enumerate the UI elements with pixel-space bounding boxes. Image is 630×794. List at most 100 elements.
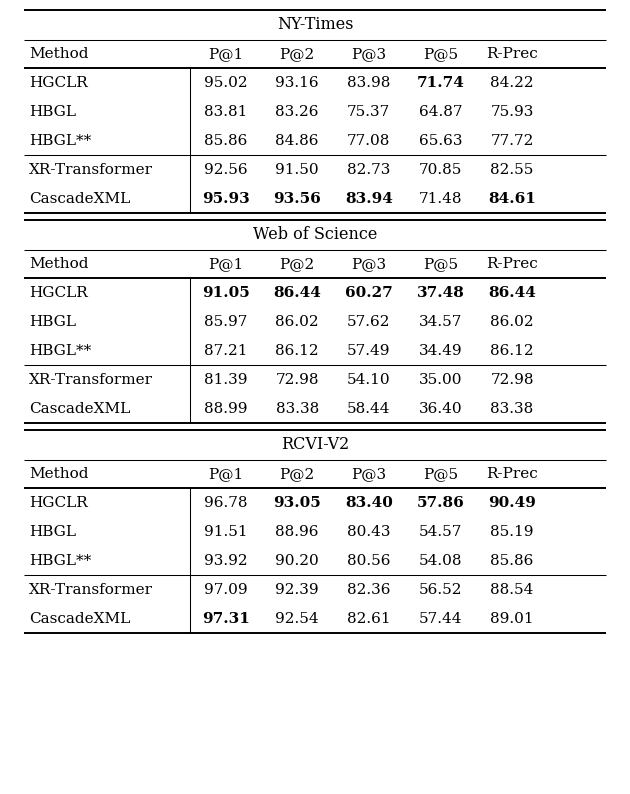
Text: 92.39: 92.39 (275, 583, 319, 597)
Text: 86.44: 86.44 (273, 286, 321, 300)
Text: 72.98: 72.98 (275, 372, 319, 387)
Text: 71.48: 71.48 (419, 191, 462, 206)
Text: NY-Times: NY-Times (277, 16, 353, 33)
Text: 89.01: 89.01 (490, 611, 534, 626)
Text: 36.40: 36.40 (418, 402, 462, 416)
Text: 84.61: 84.61 (488, 191, 536, 206)
Text: 75.93: 75.93 (490, 105, 534, 119)
Text: 58.44: 58.44 (347, 402, 391, 416)
Text: P@3: P@3 (352, 257, 386, 271)
Text: HBGL**: HBGL** (29, 133, 91, 148)
Text: P@2: P@2 (280, 257, 315, 271)
Text: 57.49: 57.49 (347, 344, 391, 358)
Text: HBGL: HBGL (29, 314, 76, 329)
Text: P@5: P@5 (423, 467, 458, 481)
Text: 97.31: 97.31 (202, 611, 249, 626)
Text: 83.40: 83.40 (345, 495, 392, 510)
Text: 83.98: 83.98 (347, 75, 391, 90)
Text: 90.49: 90.49 (488, 495, 536, 510)
Text: 85.19: 85.19 (490, 525, 534, 539)
Text: CascadeXML: CascadeXML (29, 611, 130, 626)
Text: XR-Transformer: XR-Transformer (29, 583, 153, 597)
Text: 56.52: 56.52 (419, 583, 462, 597)
Text: 86.44: 86.44 (488, 286, 536, 300)
Text: P@5: P@5 (423, 47, 458, 61)
Text: 83.38: 83.38 (490, 402, 534, 416)
Text: 85.86: 85.86 (204, 133, 248, 148)
Text: 83.26: 83.26 (275, 105, 319, 119)
Text: 85.86: 85.86 (490, 553, 534, 568)
Text: 77.08: 77.08 (347, 133, 391, 148)
Text: R-Prec: R-Prec (486, 467, 538, 481)
Text: 93.05: 93.05 (273, 495, 321, 510)
Text: HGCLR: HGCLR (29, 75, 88, 90)
Text: Method: Method (29, 467, 88, 481)
Text: P@2: P@2 (280, 47, 315, 61)
Text: 82.73: 82.73 (347, 163, 391, 177)
Text: HBGL: HBGL (29, 525, 76, 539)
Text: 86.12: 86.12 (275, 344, 319, 358)
Text: 64.87: 64.87 (419, 105, 462, 119)
Text: 71.74: 71.74 (416, 75, 464, 90)
Text: P@5: P@5 (423, 257, 458, 271)
Text: 93.16: 93.16 (275, 75, 319, 90)
Text: HBGL: HBGL (29, 105, 76, 119)
Text: 83.94: 83.94 (345, 191, 392, 206)
Text: Web of Science: Web of Science (253, 226, 377, 243)
Text: 82.36: 82.36 (347, 583, 391, 597)
Text: XR-Transformer: XR-Transformer (29, 372, 153, 387)
Text: 88.99: 88.99 (204, 402, 248, 416)
Text: 57.62: 57.62 (347, 314, 391, 329)
Text: P@1: P@1 (208, 467, 243, 481)
Text: 86.02: 86.02 (275, 314, 319, 329)
Text: 97.09: 97.09 (204, 583, 248, 597)
Text: 91.05: 91.05 (202, 286, 249, 300)
Text: 70.85: 70.85 (419, 163, 462, 177)
Text: 85.97: 85.97 (204, 314, 248, 329)
Text: 57.86: 57.86 (416, 495, 464, 510)
Text: 54.10: 54.10 (347, 372, 391, 387)
Text: 72.98: 72.98 (490, 372, 534, 387)
Text: 86.12: 86.12 (490, 344, 534, 358)
Text: 93.56: 93.56 (273, 191, 321, 206)
Text: P@1: P@1 (208, 257, 243, 271)
Text: 75.37: 75.37 (347, 105, 391, 119)
Text: R-Prec: R-Prec (486, 257, 538, 271)
Text: 82.61: 82.61 (347, 611, 391, 626)
Text: RCVI-V2: RCVI-V2 (281, 436, 349, 453)
Text: 65.63: 65.63 (419, 133, 462, 148)
Text: 77.72: 77.72 (490, 133, 534, 148)
Text: 86.02: 86.02 (490, 314, 534, 329)
Text: 54.08: 54.08 (419, 553, 462, 568)
Text: 95.93: 95.93 (202, 191, 249, 206)
Text: P@1: P@1 (208, 47, 243, 61)
Text: 87.21: 87.21 (204, 344, 248, 358)
Text: 82.55: 82.55 (490, 163, 534, 177)
Text: P@2: P@2 (280, 467, 315, 481)
Text: 93.92: 93.92 (204, 553, 248, 568)
Text: Method: Method (29, 257, 88, 271)
Text: 80.56: 80.56 (347, 553, 391, 568)
Text: 88.96: 88.96 (275, 525, 319, 539)
Text: 80.43: 80.43 (347, 525, 391, 539)
Text: 34.49: 34.49 (418, 344, 462, 358)
Text: 84.86: 84.86 (275, 133, 319, 148)
Text: 95.02: 95.02 (204, 75, 248, 90)
Text: HBGL**: HBGL** (29, 553, 91, 568)
Text: 96.78: 96.78 (204, 495, 248, 510)
Text: 90.20: 90.20 (275, 553, 319, 568)
Text: Method: Method (29, 47, 88, 61)
Text: 57.44: 57.44 (419, 611, 462, 626)
Text: 83.38: 83.38 (275, 402, 319, 416)
Text: 81.39: 81.39 (204, 372, 248, 387)
Text: 91.50: 91.50 (275, 163, 319, 177)
Text: 34.57: 34.57 (419, 314, 462, 329)
Text: CascadeXML: CascadeXML (29, 191, 130, 206)
Text: HGCLR: HGCLR (29, 286, 88, 300)
Text: 60.27: 60.27 (345, 286, 392, 300)
Text: 92.54: 92.54 (275, 611, 319, 626)
Text: 92.56: 92.56 (204, 163, 248, 177)
Text: 84.22: 84.22 (490, 75, 534, 90)
Text: 35.00: 35.00 (419, 372, 462, 387)
Text: XR-Transformer: XR-Transformer (29, 163, 153, 177)
